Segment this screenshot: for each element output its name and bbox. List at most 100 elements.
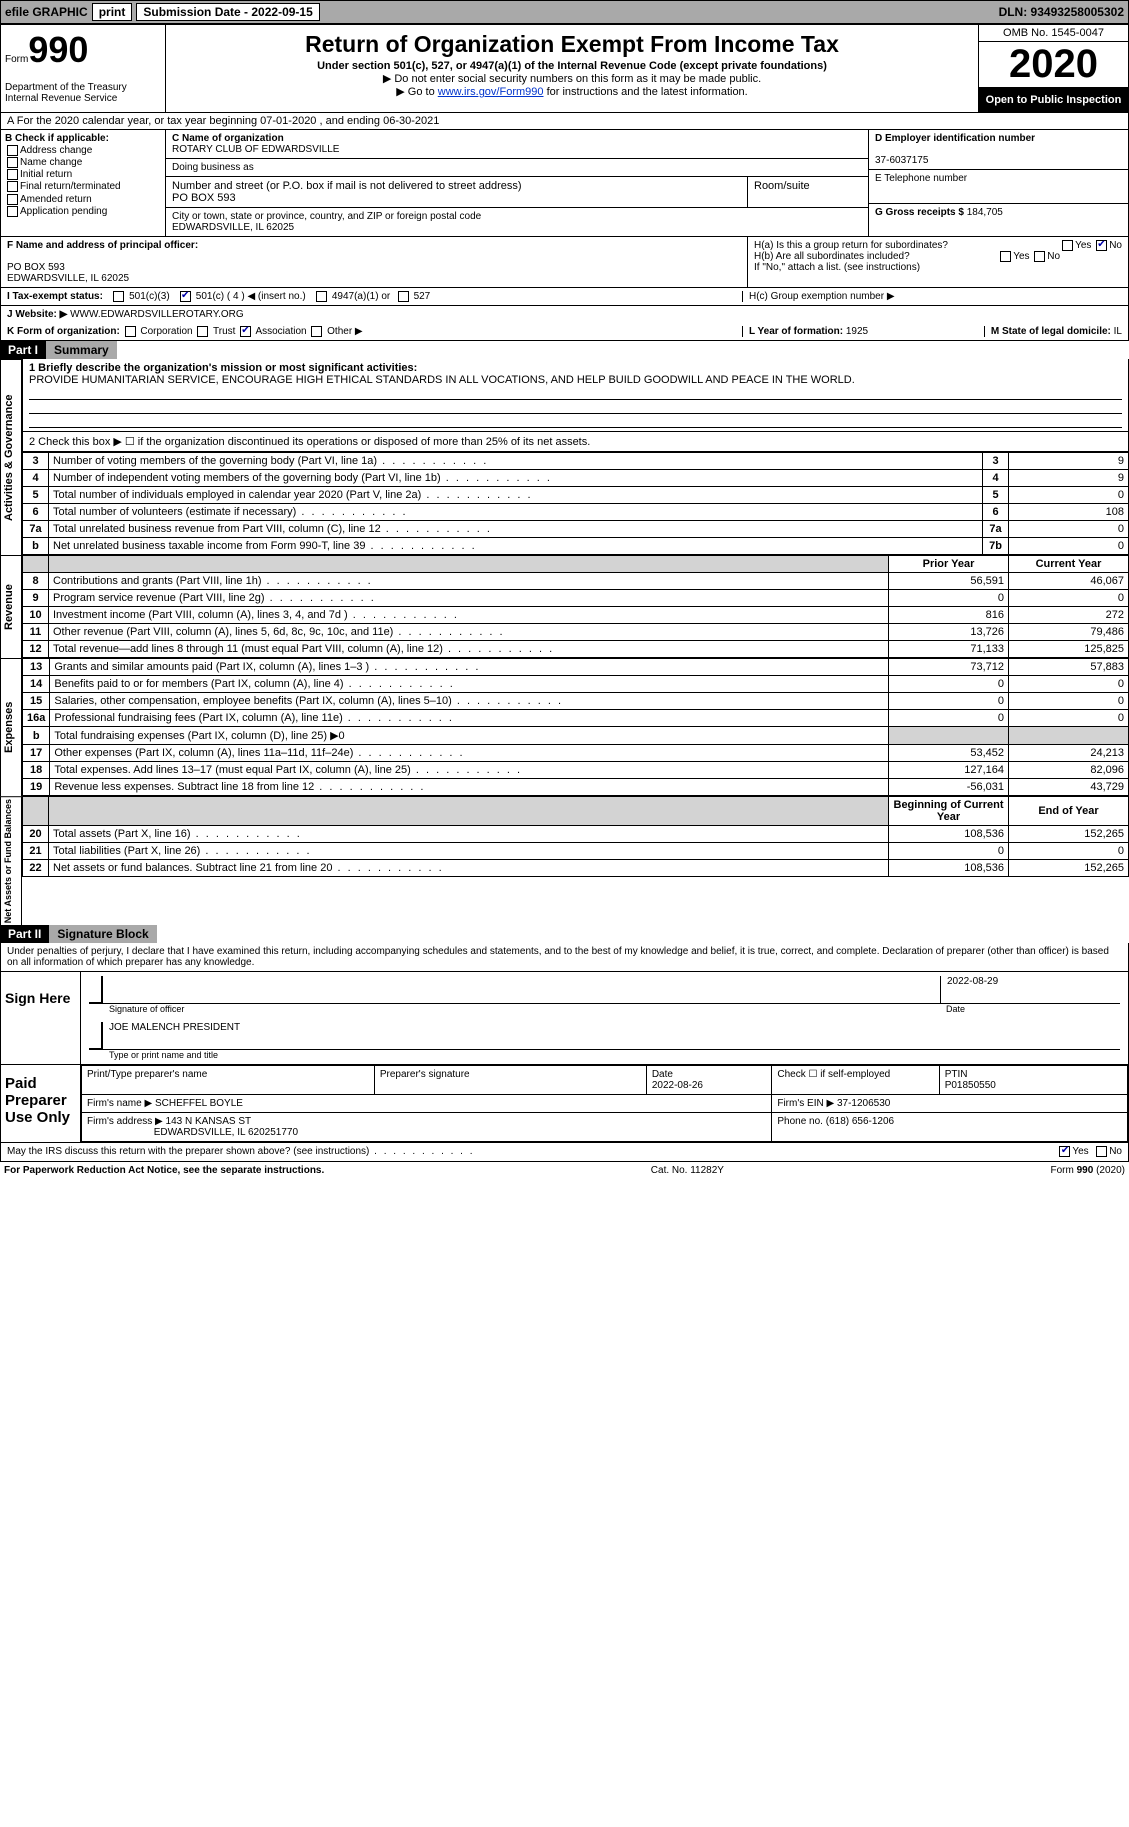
note-link: ▶ Go to www.irs.gov/Form990 for instruct… (172, 85, 972, 98)
line-a: A For the 2020 calendar year, or tax yea… (0, 113, 1129, 130)
row-num: 12 (23, 641, 49, 658)
form990-link[interactable]: www.irs.gov/Form990 (438, 86, 544, 98)
discuss-yes-cb[interactable] (1059, 1146, 1070, 1157)
city-cell: City or town, state or province, country… (166, 208, 868, 236)
row-klm: K Form of organization: Corporation Trus… (0, 323, 1129, 341)
discuss-label: May the IRS discuss this return with the… (7, 1146, 369, 1157)
cb-final-return[interactable]: Final return/terminated (5, 181, 161, 192)
row-num: 6 (23, 504, 49, 521)
discuss-no-cb[interactable] (1096, 1146, 1107, 1157)
row-key: 3 (983, 453, 1009, 470)
row-val: 108 (1009, 504, 1129, 521)
hb-row: H(b) Are all subordinates included? Yes … (754, 251, 1122, 262)
part2-title: Signature Block (49, 925, 156, 943)
arrow-icon (89, 1022, 103, 1050)
part1-header: Part ISummary (0, 341, 1129, 359)
ein-label: D Employer identification number (875, 133, 1035, 144)
row-desc: Professional fundraising fees (Part IX, … (50, 710, 889, 727)
officer-name: JOE MALENCH PRESIDENT (103, 1022, 1120, 1050)
cb-corp[interactable] (125, 326, 136, 337)
row-val: 9 (1009, 470, 1129, 487)
efile-label: efile GRAPHIC (5, 5, 88, 19)
cb-name-change[interactable]: Name change (5, 157, 161, 168)
open-inspection: Open to Public Inspection (979, 88, 1128, 112)
row-desc: Total number of individuals employed in … (49, 487, 983, 504)
row-desc: Total assets (Part X, line 16) (49, 826, 889, 843)
date-label: Date (940, 1004, 1120, 1014)
cb-initial-return[interactable]: Initial return (5, 169, 161, 180)
website-cell: J Website: ▶ WWW.EDWARDSVILLEROTARY.ORG (7, 309, 1122, 320)
row-num: b (23, 727, 50, 745)
cb-501c[interactable] (180, 291, 191, 302)
row-prior: 53,452 (889, 745, 1009, 762)
row-val: 0 (1009, 487, 1129, 504)
col-current: Current Year (1009, 556, 1129, 573)
row-num: 8 (23, 573, 49, 590)
footer-left: For Paperwork Reduction Act Notice, see … (4, 1165, 324, 1176)
preparer-grid: Print/Type preparer's name Preparer's si… (81, 1065, 1128, 1142)
cb-amended[interactable]: Amended return (5, 194, 161, 205)
form-990: 990 (28, 29, 88, 70)
cb-other[interactable] (311, 326, 322, 337)
row-current: 0 (1009, 590, 1129, 607)
sign-here-label: Sign Here (1, 972, 81, 1064)
self-employed-label: Check ☐ if self-employed (777, 1069, 890, 1080)
row-key: 7a (983, 521, 1009, 538)
ha-yes-cb[interactable] (1062, 240, 1073, 251)
l-val: 1925 (846, 326, 868, 337)
firm-addr: 143 N KANSAS ST (166, 1116, 252, 1127)
cb-address-change[interactable]: Address change (5, 145, 161, 156)
row-prior: 0 (889, 693, 1009, 710)
row-current: 0 (1009, 710, 1129, 727)
cb-pending[interactable]: Application pending (5, 206, 161, 217)
row-prior: 71,133 (889, 641, 1009, 658)
hb-yes-cb[interactable] (1000, 251, 1011, 262)
row-current (1009, 727, 1129, 745)
firm-addr2: EDWARDSVILLE, IL 620251770 (154, 1127, 298, 1138)
part1-num: Part I (0, 341, 46, 359)
ha-no-cb[interactable] (1096, 240, 1107, 251)
city-val: EDWARDSVILLE, IL 62025 (172, 222, 294, 233)
hb-no-cb[interactable] (1034, 251, 1045, 262)
cb-assoc[interactable] (240, 326, 251, 337)
row-prior: 816 (889, 607, 1009, 624)
ha-label: H(a) Is this a group return for subordin… (754, 240, 948, 251)
row-desc: Benefits paid to or for members (Part IX… (50, 676, 889, 693)
row-current: 57,883 (1009, 659, 1129, 676)
declaration-text: Under penalties of perjury, I declare th… (0, 943, 1129, 972)
row-num: 14 (23, 676, 50, 693)
cb-trust[interactable] (197, 326, 208, 337)
row-num: 19 (23, 779, 50, 796)
m-val: IL (1114, 326, 1122, 337)
cb-501c3[interactable] (113, 291, 124, 302)
note2-post: for instructions and the latest informat… (544, 86, 748, 98)
row-num: 9 (23, 590, 49, 607)
ptin-val: P01850550 (945, 1080, 996, 1091)
row-prior: 0 (889, 843, 1009, 860)
org-name: ROTARY CLUB OF EDWARDSVILLE (172, 144, 339, 155)
prep-name-label: Print/Type preparer's name (87, 1069, 207, 1080)
street-cell: Number and street (or P.O. box if mail i… (166, 177, 748, 207)
omb-number: OMB No. 1545-0047 (979, 25, 1128, 42)
tax-status: I Tax-exempt status: 501(c)(3) 501(c) ( … (7, 291, 736, 302)
gross-val: 184,705 (967, 207, 1003, 218)
prep-date: 2022-08-26 (652, 1080, 703, 1091)
colb-header: B Check if applicable: (5, 133, 109, 144)
row-prior (889, 727, 1009, 745)
l-label: L Year of formation: (749, 326, 843, 337)
prep-date-label: Date (652, 1069, 673, 1080)
ptin-label: PTIN (945, 1069, 968, 1080)
print-button[interactable]: print (92, 3, 133, 21)
cb-527[interactable] (398, 291, 409, 302)
row-key: 4 (983, 470, 1009, 487)
street-val: PO BOX 593 (172, 192, 236, 204)
row-prior: -56,031 (889, 779, 1009, 796)
row-prior: 56,591 (889, 573, 1009, 590)
col-d: D Employer identification number 37-6037… (868, 130, 1128, 236)
row-num: 22 (23, 860, 49, 877)
block-bcd: B Check if applicable: Address change Na… (0, 130, 1129, 237)
dba-label: Doing business as (172, 162, 254, 173)
cb-4947[interactable] (316, 291, 327, 302)
row-num: 16a (23, 710, 50, 727)
year-box: OMB No. 1545-0047 2020 Open to Public In… (978, 25, 1128, 112)
